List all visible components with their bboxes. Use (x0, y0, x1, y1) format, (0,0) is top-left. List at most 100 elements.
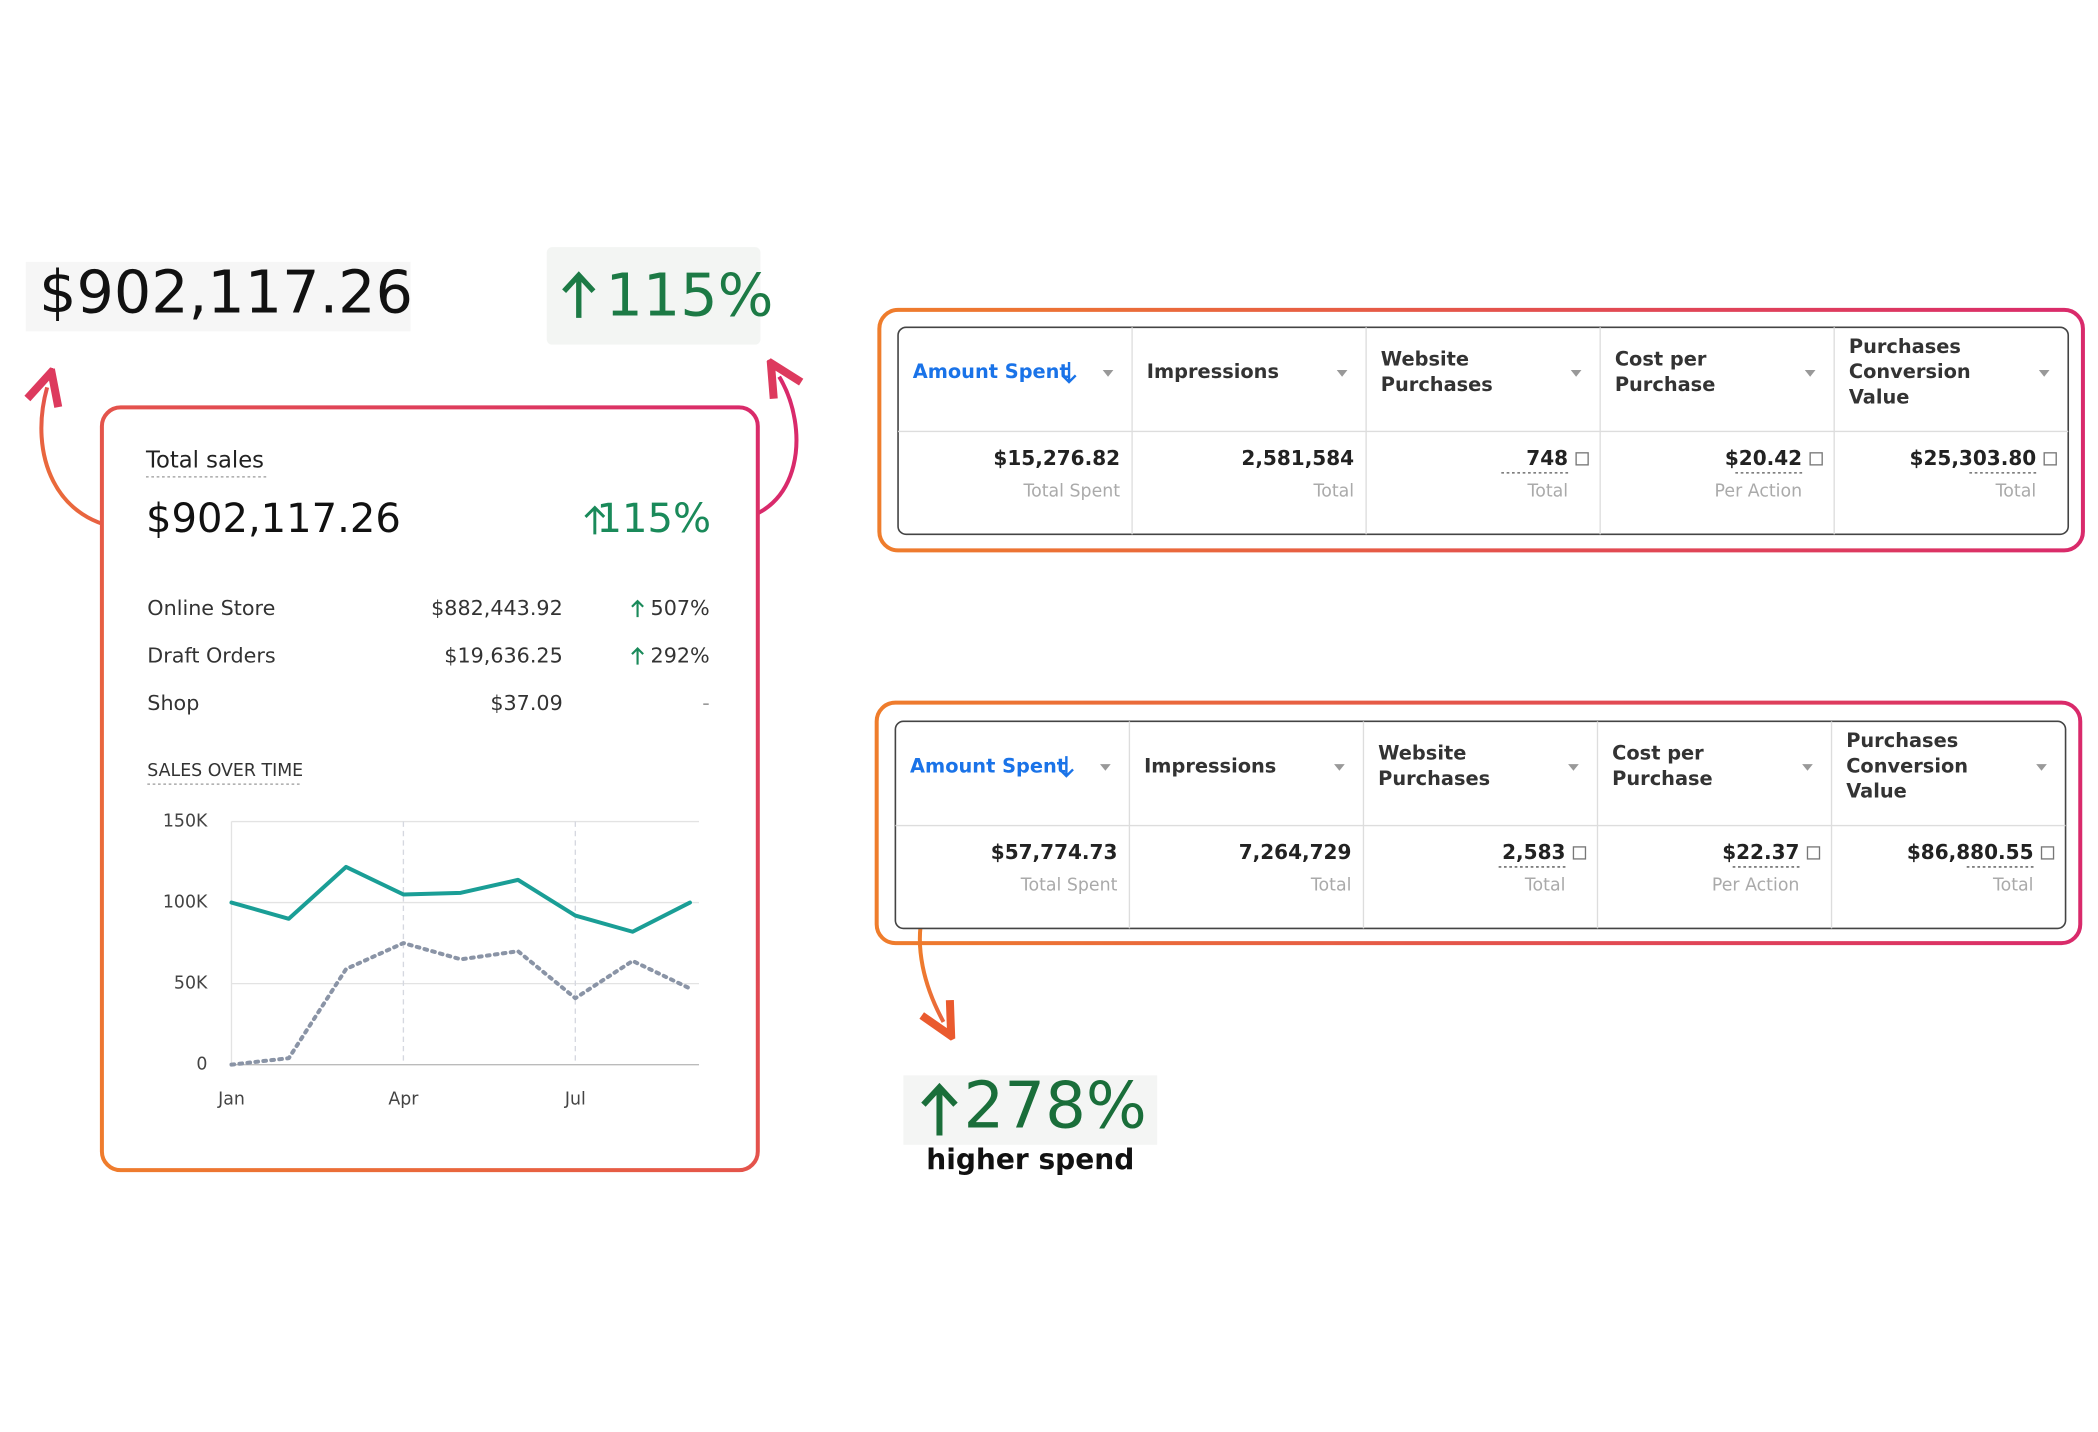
ads-table-panel: Amount Spent $15,276.82 Total Spent Impress… (877, 307, 2085, 553)
row-change: 507% (651, 596, 710, 620)
cell-value: 7,264,729 (1239, 840, 1352, 864)
y-tick-label: 150K (163, 812, 208, 832)
table-frame (877, 307, 2085, 553)
row-label: Draft Orders (147, 644, 275, 668)
header-text: Purchases (1381, 373, 1493, 396)
chart-title: SALES OVER TIME (147, 761, 303, 781)
x-tick-label: Jul (564, 1089, 586, 1109)
header-text: Amount Spent (913, 360, 1069, 383)
cell-sublabel: Total (1527, 482, 1569, 502)
card-growth: 115% (596, 496, 711, 542)
column-header[interactable]: Amount Spent (910, 754, 1111, 778)
info-icon (2043, 452, 2057, 466)
row-label: Online Store (147, 596, 275, 620)
cell-sublabel: Total (1310, 876, 1352, 896)
callout-bg (903, 1075, 1158, 1145)
header-text: Purchases (1846, 729, 1958, 752)
up-arrow-icon (921, 1082, 958, 1136)
header-text: Amount Spent (910, 754, 1066, 777)
callout-caption: higher spend (926, 1143, 1134, 1176)
header-text: Conversion (1846, 754, 1968, 777)
header-text: Purchase (1615, 373, 1715, 396)
cell-sublabel: Total Spent (1022, 482, 1120, 502)
cell-value: 2,583 (1502, 840, 1565, 864)
info-icon (1806, 846, 1821, 860)
header-text: Impressions (1147, 360, 1279, 383)
header-text: Purchases (1849, 335, 1961, 358)
up-arrow-icon (584, 505, 606, 535)
up-arrow-icon (562, 271, 596, 318)
dropdown-icon (1336, 370, 1348, 377)
info-icon (1575, 452, 1589, 466)
dropdown-icon (1102, 370, 1114, 377)
dropdown-icon (2036, 764, 2047, 771)
card-title: Total sales (145, 447, 264, 473)
ads-table-panel: Amount Spent $57,774.73 Total Spent Impress… (874, 700, 2083, 946)
header-text: Purchase (1612, 767, 1713, 790)
callout-bg (25, 261, 411, 332)
header-text: Purchases (1378, 767, 1490, 790)
callout-total: $902,117.26 (39, 258, 413, 327)
card-rows: Online Store $882,443.92 507% Draft Orders $… (147, 596, 709, 715)
callout-bg (546, 247, 761, 345)
cell-value: 748 (1526, 446, 1568, 470)
dropdown-icon (1570, 370, 1582, 377)
series-line (229, 864, 692, 934)
sales-card (99, 405, 760, 1173)
header-text: Impressions (1144, 754, 1276, 777)
series-line (229, 941, 692, 1067)
dropdown-icon (1804, 370, 1816, 377)
tables: Amount Spent $15,276.82 Total Spent Impress… (874, 307, 2085, 946)
up-arrow-icon (631, 599, 644, 618)
cell-value: 2,581,584 (1241, 446, 1354, 470)
cell-sublabel: Total (1995, 482, 2037, 502)
column-header[interactable]: Impressions (1147, 360, 1348, 383)
dropdown-icon (1100, 764, 1111, 771)
cell-value: $86,880.55 (1907, 840, 2034, 864)
y-tick-label: 100K (163, 893, 208, 913)
callout-spend: 278% (964, 1069, 1147, 1144)
row-change: 292% (651, 644, 710, 668)
dropdown-icon (1802, 764, 1813, 771)
line-chart: 0 50K 100K 150K Jan Apr Jul (163, 812, 700, 1109)
table-frame (874, 700, 2083, 946)
info-icon (2040, 846, 2055, 860)
x-tick-label: Jan (217, 1089, 245, 1109)
y-tick-label: 50K (174, 974, 208, 994)
row-change: - (702, 691, 709, 715)
column-header[interactable]: Impressions (1144, 754, 1345, 777)
cell-value: $15,276.82 (993, 446, 1120, 470)
header-text: Conversion (1849, 360, 1971, 383)
header-text: Website (1381, 348, 1469, 371)
column-header[interactable]: Amount Spent (913, 360, 1114, 384)
cell-sublabel: Total (1524, 876, 1566, 896)
sort-arrow-icon (1061, 362, 1077, 384)
cell-value: $25,303.80 (1910, 446, 2037, 470)
cell-sublabel: Total Spent (1020, 876, 1118, 896)
header-text: Cost per (1615, 348, 1707, 371)
cell-sublabel: Per Action (1712, 876, 1800, 896)
dropdown-icon (2038, 370, 2050, 377)
card-total: $902,117.26 (146, 496, 401, 542)
x-tick-label: Apr (388, 1089, 419, 1109)
sort-arrow-icon (1058, 756, 1074, 778)
header-text: Website (1378, 742, 1466, 765)
cell-sublabel: Per Action (1715, 482, 1803, 502)
row-value: $19,636.25 (444, 644, 562, 668)
cell-value: $20.42 (1725, 446, 1802, 470)
cell-value: $22.37 (1722, 840, 1799, 864)
cell-sublabel: Total (1992, 876, 2034, 896)
row-value: $37.09 (490, 691, 562, 715)
header-text: Cost per (1612, 742, 1704, 765)
header-text: Value (1849, 386, 1910, 409)
row-value: $882,443.92 (431, 596, 563, 620)
callout-growth: 115% (606, 260, 774, 329)
